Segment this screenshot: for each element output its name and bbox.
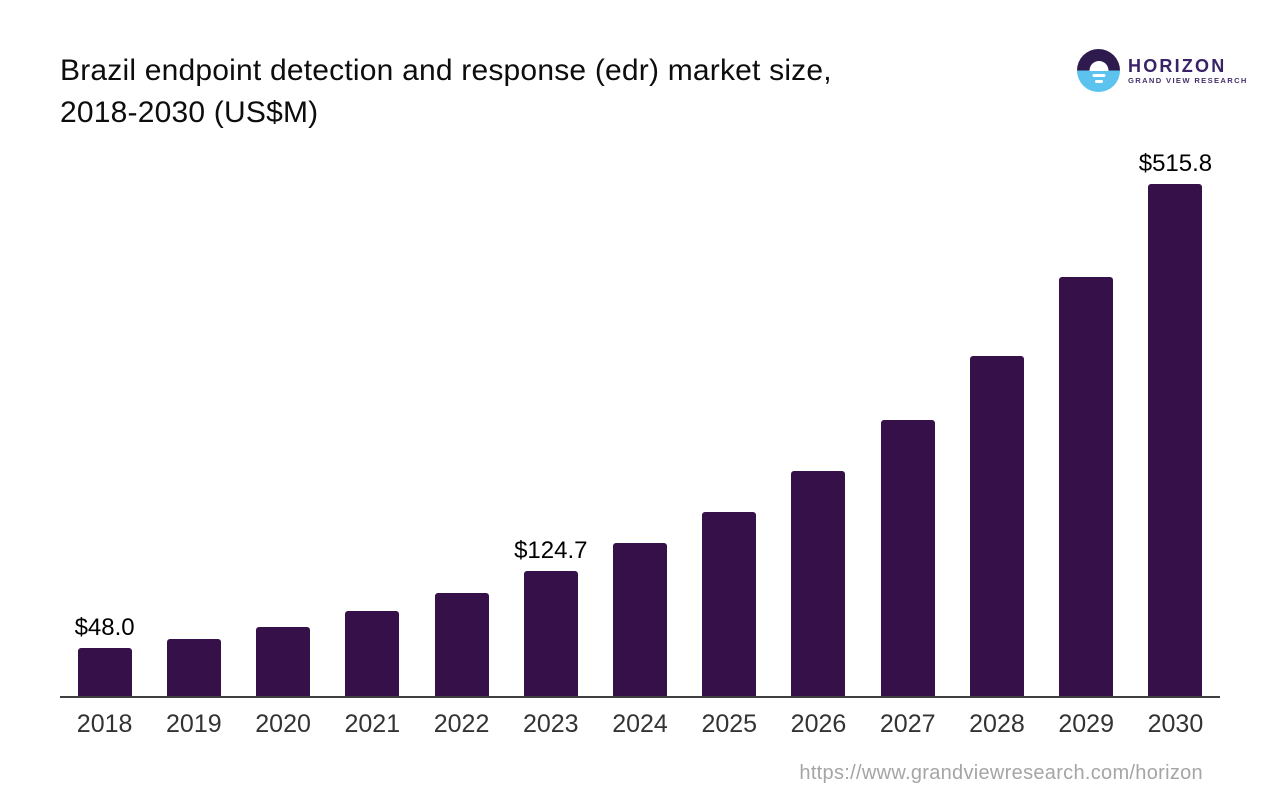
bar-column-2020 — [238, 150, 327, 696]
x-tick-2024: 2024 — [612, 710, 668, 738]
wave-line — [1092, 74, 1105, 77]
chart-title-line1: Brazil endpoint detection and response (… — [60, 54, 832, 87]
bar-2024 — [613, 543, 668, 696]
sun-shape — [1089, 60, 1108, 71]
logo-wordmark: HORIZON — [1128, 55, 1227, 76]
x-tick-2028: 2028 — [969, 710, 1025, 738]
bar-2022 — [434, 593, 489, 696]
logo-text-block: HORIZON GRAND VIEW RESEARCH — [1128, 56, 1248, 86]
value-label-2023: $124.7 — [514, 537, 588, 564]
bar-2027 — [880, 420, 935, 696]
bar-column-2026 — [774, 150, 863, 696]
x-tick-2019: 2019 — [166, 710, 222, 738]
bar-column-2027 — [863, 150, 952, 696]
bar-column-2029 — [1042, 150, 1131, 696]
bar-column-2019 — [149, 150, 238, 696]
source-url: https://www.grandviewresearch.com/horizo… — [799, 762, 1203, 784]
x-tick-2022: 2022 — [433, 710, 490, 738]
brand-logo: HORIZON GRAND VIEW RESEARCH — [1077, 49, 1248, 92]
x-tick-2020: 2020 — [255, 710, 311, 738]
wave-line — [1094, 80, 1103, 83]
bar-column-2023: $124.7 — [506, 150, 595, 696]
x-tick-2029: 2029 — [1058, 710, 1114, 738]
value-label-2030: $515.8 — [1138, 150, 1213, 177]
x-tick-2030: 2030 — [1147, 710, 1204, 738]
x-tick-2027: 2027 — [879, 710, 936, 738]
bar-2026 — [791, 471, 846, 696]
bar-2021 — [345, 611, 400, 696]
bar-column-2018: $48.0 — [60, 150, 149, 696]
value-label-2018: $48.0 — [74, 614, 135, 641]
bar-column-2022 — [417, 150, 506, 696]
horizon-sun-icon — [1077, 49, 1120, 92]
chart-title-line2: 2018-2030 (US$M) — [60, 96, 319, 129]
bar-2030 — [1148, 184, 1203, 696]
bar-2023 — [523, 571, 578, 696]
x-tick-2023: 2023 — [522, 710, 579, 738]
bar-column-2025 — [685, 150, 774, 696]
x-tick-2021: 2021 — [344, 710, 401, 738]
bar-column-2024 — [595, 150, 684, 696]
bar-column-2030: $515.8 — [1131, 150, 1220, 696]
bar-chart-plot-area: $48.0 $124.7 $515.8 — [60, 150, 1220, 698]
bar-column-2021 — [328, 150, 417, 696]
bar-2018 — [77, 648, 132, 696]
bar-2019 — [166, 639, 221, 696]
x-tick-2026: 2026 — [790, 710, 847, 738]
x-axis-labels: 2018 2019 2020 2021 2022 2023 2024 2025 2026 2027… — [60, 710, 1220, 739]
logo-subtitle: GRAND VIEW RESEARCH — [1128, 75, 1248, 85]
x-tick-2025: 2025 — [701, 710, 758, 738]
bar-2020 — [256, 627, 311, 696]
bar-2025 — [702, 512, 757, 696]
bar-2028 — [969, 356, 1024, 696]
bar-2029 — [1059, 277, 1114, 696]
bar-column-2028 — [952, 150, 1041, 696]
x-tick-2018: 2018 — [76, 710, 133, 738]
chart-title: Brazil endpoint detection and response (… — [60, 50, 1020, 134]
